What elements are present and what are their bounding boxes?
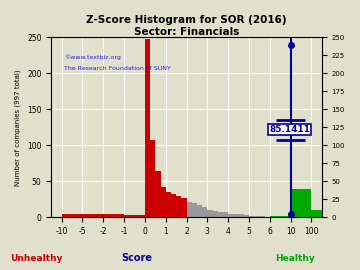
Bar <box>161 187 166 217</box>
Text: Unhealthy: Unhealthy <box>10 254 62 262</box>
Y-axis label: Number of companies (997 total): Number of companies (997 total) <box>15 69 22 186</box>
Text: ©www.textbiz.org: ©www.textbiz.org <box>64 54 121 60</box>
Bar <box>270 216 291 217</box>
Bar <box>197 205 202 217</box>
Bar <box>155 171 161 217</box>
Bar <box>186 201 192 217</box>
Bar <box>218 212 223 217</box>
Text: The Research Foundation of SUNY: The Research Foundation of SUNY <box>64 66 171 71</box>
Text: 85.1411: 85.1411 <box>269 125 310 134</box>
Bar <box>82 214 103 217</box>
Title: Z-Score Histogram for SOR (2016)
Sector: Financials: Z-Score Histogram for SOR (2016) Sector:… <box>86 15 287 37</box>
Bar <box>259 216 265 217</box>
Bar <box>244 215 249 217</box>
Bar <box>62 214 82 217</box>
Bar <box>233 214 239 217</box>
Text: Healthy: Healthy <box>275 254 315 262</box>
Bar <box>150 140 155 217</box>
Text: Score: Score <box>121 252 152 262</box>
Bar <box>103 214 124 217</box>
Bar <box>124 215 145 217</box>
Bar <box>192 203 197 217</box>
Bar <box>166 192 171 217</box>
Bar <box>202 207 207 217</box>
Bar <box>181 198 186 217</box>
Bar <box>311 210 334 217</box>
Bar <box>254 216 259 217</box>
Bar <box>249 216 254 217</box>
Bar <box>228 214 233 217</box>
Bar <box>212 211 218 217</box>
Bar <box>207 210 212 217</box>
Bar <box>223 212 228 217</box>
Bar <box>239 214 244 217</box>
Bar <box>176 196 181 217</box>
Bar <box>171 194 176 217</box>
Bar <box>291 188 311 217</box>
Bar <box>145 39 150 217</box>
